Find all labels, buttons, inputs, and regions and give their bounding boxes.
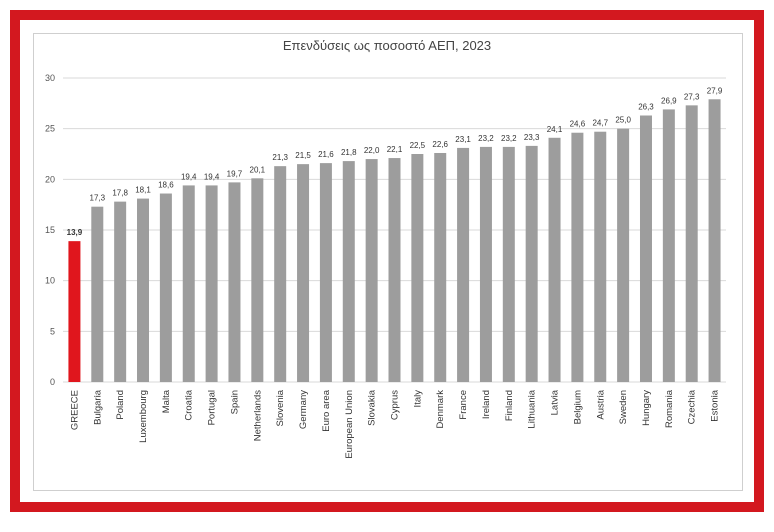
y-tick-label: 25 xyxy=(45,124,55,134)
y-tick-label: 0 xyxy=(50,377,55,387)
category-label: Euro area xyxy=(321,389,332,431)
data-label: 24,1 xyxy=(547,125,563,134)
category-label: Spain xyxy=(229,390,240,414)
category-label: France xyxy=(458,390,469,420)
bar xyxy=(434,152,447,382)
category-label: Slovenia xyxy=(275,389,286,426)
data-label: 19,4 xyxy=(181,172,197,181)
category-label: Sweden xyxy=(618,390,629,424)
bar xyxy=(571,132,584,382)
data-label: 19,4 xyxy=(204,172,220,181)
data-label: 23,2 xyxy=(478,134,494,143)
category-label: Belgium xyxy=(572,390,583,424)
data-label: 25,0 xyxy=(615,116,631,125)
category-label: Austria xyxy=(595,389,606,419)
bar xyxy=(159,193,172,382)
category-label: Finland xyxy=(504,390,515,421)
bar xyxy=(228,182,241,382)
category-label: Poland xyxy=(115,390,126,420)
y-tick-label: 10 xyxy=(45,276,55,286)
data-label: 23,3 xyxy=(524,133,540,142)
category-label: Italy xyxy=(412,390,423,408)
category-label: Luxembourg xyxy=(138,390,149,443)
category-label: Lithuania xyxy=(527,389,538,428)
bar xyxy=(685,105,698,383)
bar xyxy=(411,154,424,382)
category-label: Czechia xyxy=(687,389,698,424)
bar xyxy=(68,241,81,382)
category-label: Estonia xyxy=(710,389,721,421)
category-label: Portugal xyxy=(207,390,218,425)
data-label: 26,3 xyxy=(638,102,654,111)
data-label: 21,8 xyxy=(341,148,357,157)
y-tick-label: 20 xyxy=(45,174,55,184)
data-label: 22,0 xyxy=(364,146,380,155)
bar xyxy=(365,159,378,382)
bar xyxy=(251,178,264,382)
bar xyxy=(617,128,630,382)
category-label: GREECE xyxy=(69,390,80,430)
category-label: European Union xyxy=(344,390,355,459)
data-label: 22,5 xyxy=(410,141,426,150)
data-label: 17,8 xyxy=(112,189,128,198)
bar xyxy=(594,131,607,382)
y-tick-label: 5 xyxy=(50,326,55,336)
bar xyxy=(662,109,675,382)
data-label: 21,6 xyxy=(318,150,334,159)
data-label: 23,1 xyxy=(455,135,471,144)
data-label: 18,1 xyxy=(135,186,151,195)
data-label: 22,1 xyxy=(387,145,403,154)
data-label: 24,6 xyxy=(570,120,586,129)
bar xyxy=(457,147,470,382)
data-label: 18,6 xyxy=(158,181,174,190)
data-label: 21,3 xyxy=(272,153,288,162)
data-label: 17,3 xyxy=(90,194,106,203)
data-label: 24,7 xyxy=(592,119,608,128)
category-label: Netherlands xyxy=(252,390,263,441)
data-label: 26,9 xyxy=(661,96,677,105)
data-label: 20,1 xyxy=(250,165,266,174)
chart-title: Επενδύσεις ως ποσοστό ΑΕΠ, 2023 xyxy=(282,38,492,53)
data-label: 19,7 xyxy=(227,169,243,178)
bar xyxy=(479,146,492,382)
category-label: Cyprus xyxy=(390,390,401,420)
data-label: 23,2 xyxy=(501,134,517,143)
bar xyxy=(525,145,538,382)
data-label: 21,5 xyxy=(295,151,311,160)
data-label: 27,3 xyxy=(684,92,700,101)
bar xyxy=(182,185,195,382)
bar xyxy=(319,163,332,382)
bar xyxy=(708,99,721,382)
category-label: Croatia xyxy=(184,389,195,420)
category-label: Ireland xyxy=(481,390,492,419)
category-label: Slovakia xyxy=(367,389,378,426)
category-label: Romania xyxy=(664,389,675,428)
bar xyxy=(297,164,310,382)
data-label: 13,9 xyxy=(67,228,83,237)
bar xyxy=(91,206,104,382)
data-label: 27,9 xyxy=(707,86,723,95)
bar xyxy=(388,158,401,382)
bar xyxy=(502,146,515,382)
bar xyxy=(274,166,287,382)
bar xyxy=(548,137,561,382)
bar xyxy=(137,198,150,382)
category-label: Denmark xyxy=(435,390,446,429)
data-label: 22,6 xyxy=(432,140,448,149)
y-tick-label: 15 xyxy=(45,225,55,235)
category-label: Hungary xyxy=(641,390,652,426)
bar xyxy=(342,161,355,382)
bar xyxy=(639,115,652,382)
y-tick-label: 30 xyxy=(45,73,55,83)
category-label: Latvia xyxy=(550,389,561,415)
bar xyxy=(205,185,218,382)
chart-frame: Επενδύσεις ως ποσοστό ΑΕΠ, 2023 xyxy=(10,10,764,512)
category-label: Bulgaria xyxy=(92,389,103,425)
bar xyxy=(114,201,127,382)
category-label: Malta xyxy=(161,389,172,413)
category-label: Germany xyxy=(298,390,309,429)
